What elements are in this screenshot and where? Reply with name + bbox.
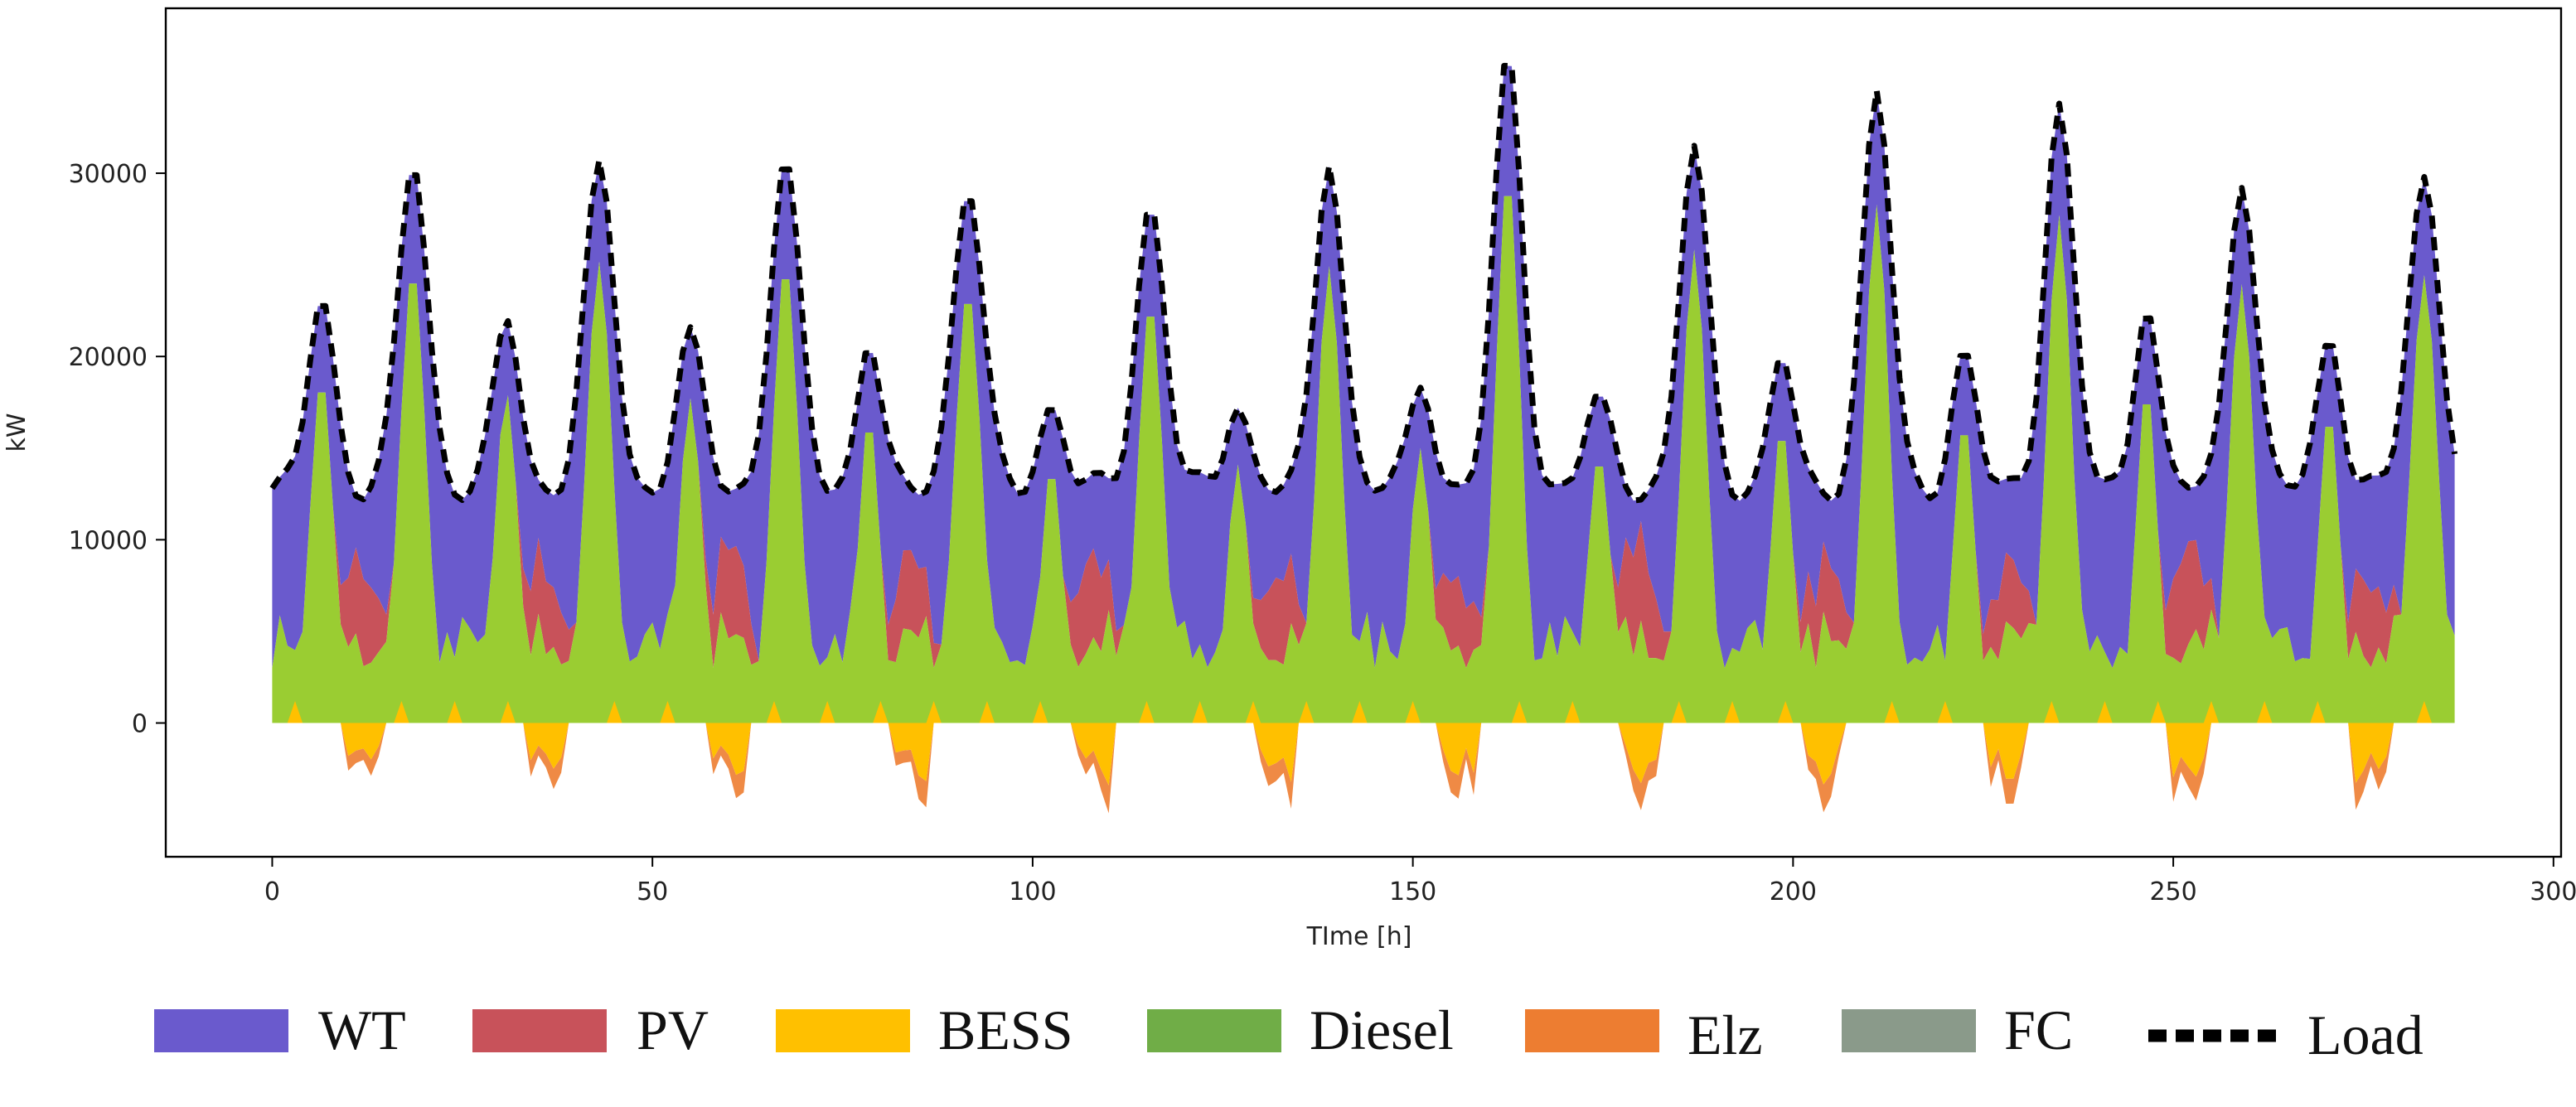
legend-item-wt: WT [154, 998, 406, 1061]
y-axis-title: kW [2, 413, 31, 452]
x-axis-title: TIme [h] [1306, 922, 1412, 951]
plot-frame [164, 7, 2563, 858]
legend-item-fc: FC [1842, 998, 2073, 1061]
x-tick-label: 0 [264, 877, 280, 906]
y-tick-label: 10000 [69, 526, 148, 555]
series-area-wt [272, 65, 2455, 669]
series-layer [269, 62, 2458, 814]
legend-label-pv: PV [637, 998, 709, 1061]
legend-label-wt: WT [318, 998, 406, 1061]
legend-label-diesel: Diesel [1310, 998, 1454, 1061]
legend-label-elz: Elz [1687, 1003, 1763, 1066]
legend-label-load: Load [2307, 1003, 2423, 1066]
x-tick-label: 250 [2149, 877, 2196, 906]
series-area-diesel [272, 196, 2455, 723]
legend-swatch-diesel [1147, 1009, 1281, 1052]
y-tick-label: 20000 [69, 343, 148, 372]
y-tick-label: 30000 [69, 160, 148, 189]
legend-item-elz: Elz [1525, 1003, 1763, 1066]
legend-item-load: Load [2148, 1003, 2423, 1066]
x-tick-label: 50 [637, 877, 668, 906]
legend-item-pv: PV [472, 998, 709, 1061]
x-tick-label: 200 [1770, 877, 1817, 906]
legend-swatch-wt [154, 1009, 288, 1052]
x-tick-label: 100 [1009, 877, 1056, 906]
legend-swatch-bess [776, 1009, 910, 1052]
legend-swatch-pv [472, 1009, 607, 1052]
legend-item-diesel: Diesel [1147, 998, 1454, 1061]
x-tick-label: 150 [1389, 877, 1436, 906]
series-area-bess-discharge [272, 701, 2455, 723]
legend-item-bess: BESS [776, 998, 1073, 1061]
legend: WT PV BESS Diesel Elz FC Load [154, 998, 2423, 1066]
y-tick-label: 0 [132, 710, 148, 739]
legend-swatch-fc [1842, 1009, 1976, 1052]
x-axis: 0 50 100 150 200 250 300 [264, 857, 2576, 906]
y-axis: 0 10000 20000 30000 [69, 160, 166, 739]
series-area-elz [272, 723, 2455, 814]
series-area-bess-charge [272, 723, 2455, 786]
legend-label-bess: BESS [938, 998, 1073, 1061]
x-tick-label: 300 [2530, 877, 2576, 906]
series-line-load [269, 62, 2458, 504]
legend-swatch-elz [1525, 1009, 1659, 1052]
legend-label-fc: FC [2004, 998, 2073, 1061]
